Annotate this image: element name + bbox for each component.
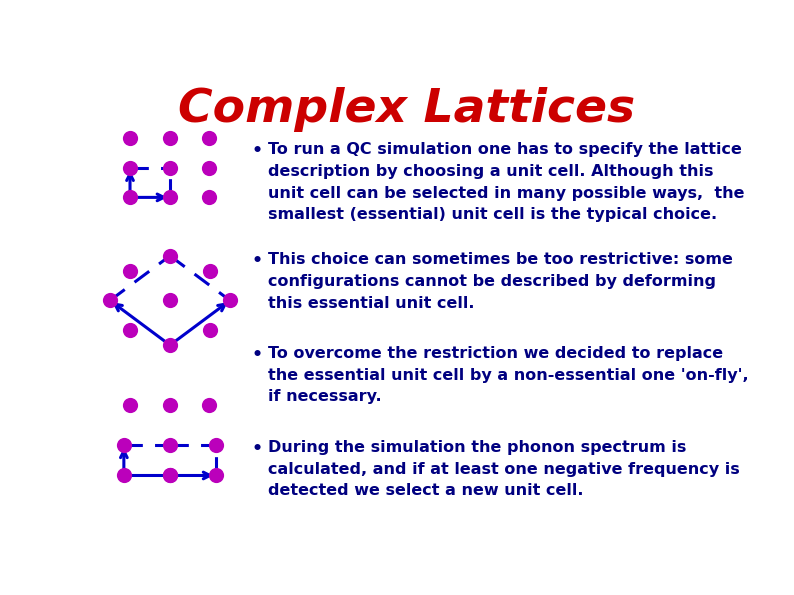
Point <box>210 440 222 450</box>
Text: To overcome the restriction we decided to replace
the essential unit cell by a n: To overcome the restriction we decided t… <box>268 346 749 405</box>
Point <box>124 193 137 202</box>
Point <box>210 471 222 480</box>
Point <box>164 400 176 410</box>
Point <box>202 133 215 143</box>
Point <box>164 440 176 450</box>
Text: •: • <box>251 252 262 270</box>
Point <box>124 163 137 173</box>
Point <box>164 133 176 143</box>
Text: During the simulation the phonon spectrum is
calculated, and if at least one neg: During the simulation the phonon spectru… <box>268 440 740 499</box>
Text: This choice can sometimes be too restrictive: some
configurations cannot be desc: This choice can sometimes be too restric… <box>268 252 734 311</box>
Point <box>202 163 215 173</box>
Point <box>164 251 176 261</box>
Text: To run a QC simulation one has to specify the lattice
description by choosing a : To run a QC simulation one has to specif… <box>268 142 745 222</box>
Point <box>164 193 176 202</box>
Point <box>164 163 176 173</box>
Text: •: • <box>251 440 262 458</box>
Point <box>118 440 130 450</box>
Point <box>203 325 216 335</box>
Point <box>104 296 117 305</box>
Point <box>164 340 176 350</box>
Point <box>202 193 215 202</box>
Point <box>118 471 130 480</box>
Point <box>202 400 215 410</box>
Point <box>164 296 176 305</box>
Text: •: • <box>251 346 262 364</box>
Point <box>124 400 137 410</box>
Point <box>224 296 237 305</box>
Text: Complex Lattices: Complex Lattices <box>179 87 635 133</box>
Point <box>124 133 137 143</box>
Point <box>124 325 137 335</box>
Point <box>164 471 176 480</box>
Point <box>164 471 176 480</box>
Text: •: • <box>251 142 262 161</box>
Point <box>124 266 137 275</box>
Point <box>203 266 216 275</box>
